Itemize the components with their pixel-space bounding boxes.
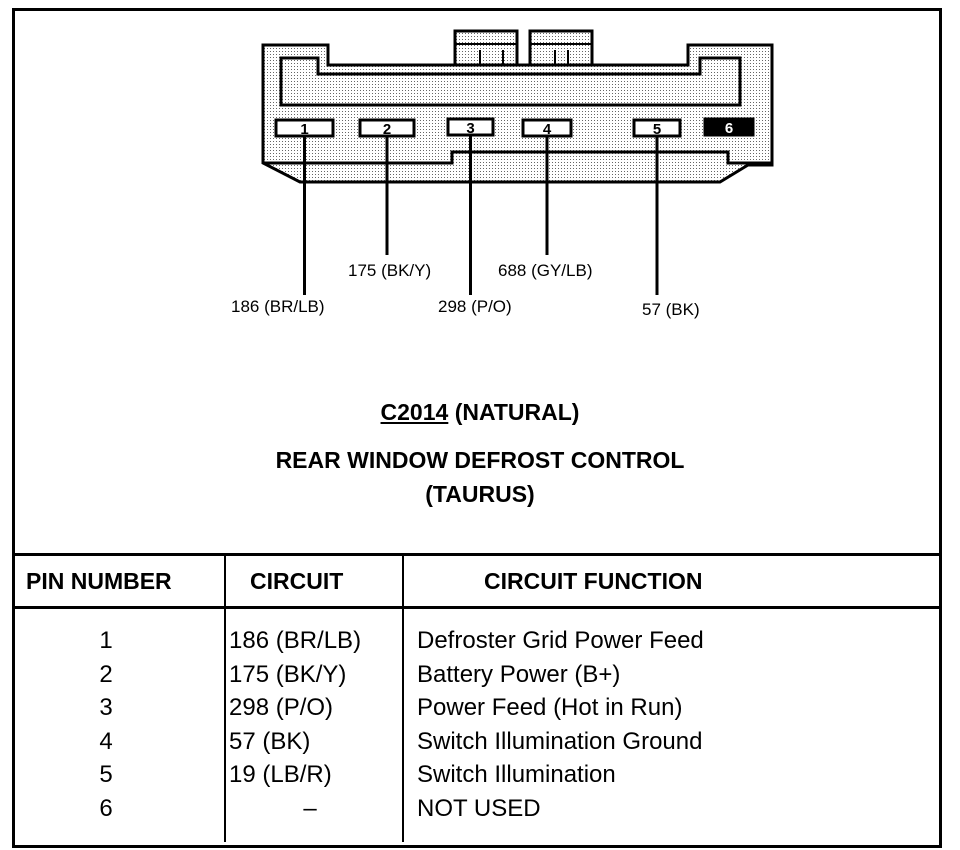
cell-pin: 1 (99, 627, 113, 654)
cell-pin: 2 (99, 660, 113, 688)
wire-label-57: 57 (BK) (642, 300, 700, 319)
cell-circuit: – (303, 794, 317, 822)
column-divider (402, 556, 404, 842)
column-divider (224, 556, 226, 842)
pin-number: 6 (725, 120, 733, 137)
pin-number: 2 (383, 121, 391, 138)
cell-function: Switch Illumination (417, 761, 616, 788)
connector-subtitle: (TAURUS) (425, 481, 535, 507)
pin-6: 6 (703, 117, 755, 137)
cell-pin: 5 (99, 761, 113, 788)
cell-function: Battery Power (B+) (417, 660, 621, 688)
pin-number: 5 (653, 121, 661, 138)
cell-circuit: 19 (LB/R) (229, 761, 332, 788)
cell-pin: 4 (99, 727, 113, 755)
wire-label-688: 688 (GY/LB) (498, 261, 593, 280)
pin-number: 3 (466, 120, 474, 137)
pin-4: 4 (521, 118, 573, 138)
cell-pin: 6 (99, 794, 113, 822)
pin-3: 3 (446, 117, 495, 137)
pin-number: 1 (300, 121, 308, 138)
table-header-border (12, 606, 942, 609)
connector-tabs (453, 29, 594, 67)
wire-label-298: 298 (P/O) (438, 297, 512, 316)
cell-pin: 3 (99, 694, 113, 721)
header-pin-number: PIN NUMBER (26, 568, 172, 594)
connector-body (261, 43, 774, 184)
cell-circuit: 186 (BR/LB) (229, 627, 362, 654)
connector-color: (NATURAL) (454, 399, 580, 425)
cell-function: Switch Illumination Ground (417, 727, 703, 755)
connector-title: REAR WINDOW DEFROST CONTROL (275, 447, 685, 473)
header-circuit-function: CIRCUIT FUNCTION (484, 568, 703, 594)
wire-label-186: 186 (BR/LB) (231, 297, 325, 316)
wire-label-175: 175 (BK/Y) (348, 261, 432, 280)
pin-5: 5 (632, 118, 682, 138)
connector-drawing: 1 2 3 4 5 6 (261, 29, 774, 295)
connector-cavity (279, 56, 742, 107)
cell-function: NOT USED (417, 794, 541, 822)
cell-circuit: 175 (BK/Y) (229, 660, 347, 688)
table-top-border (12, 553, 942, 556)
pin-number: 4 (543, 121, 552, 138)
cell-function: Defroster Grid Power Feed (417, 627, 704, 654)
cell-function: Power Feed (Hot in Run) (417, 694, 683, 721)
cell-circuit: 57 (BK) (229, 727, 311, 755)
pin-2: 2 (358, 118, 416, 138)
diagram-frame (12, 8, 942, 848)
header-circuit: CIRCUIT (250, 568, 344, 594)
connector-heading: C2014 (NATURAL) (0, 399, 960, 426)
cell-circuit: 298 (P/O) (229, 694, 334, 721)
pin-1: 1 (274, 118, 335, 138)
connector-id: C2014 (380, 399, 449, 425)
